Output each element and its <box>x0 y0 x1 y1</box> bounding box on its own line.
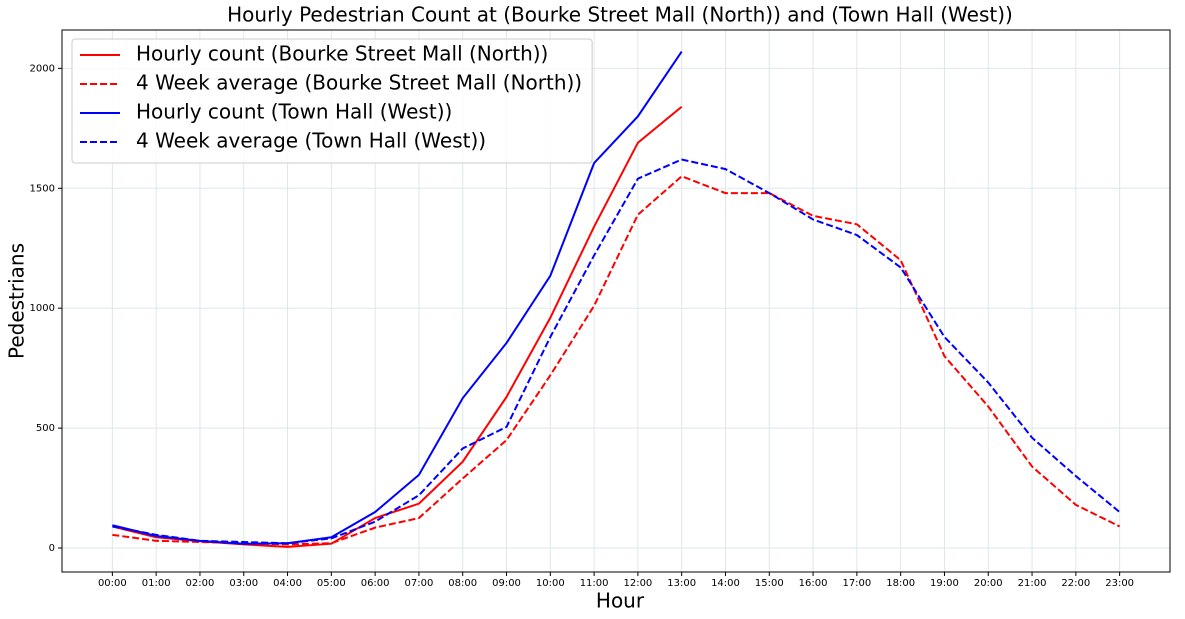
x-tick-label: 11:00 <box>580 578 609 589</box>
x-tick-label: 03:00 <box>229 578 258 589</box>
legend-label: 4 Week average (Bourke Street Mall (Nort… <box>136 71 582 95</box>
legend-label: 4 Week average (Town Hall (West)) <box>136 129 486 153</box>
x-axis-label: Hour <box>596 589 645 613</box>
x-tick-label: 04:00 <box>273 578 302 589</box>
series-line <box>112 175 1121 546</box>
x-tick-label: 07:00 <box>405 578 434 589</box>
x-tick-label: 23:00 <box>1105 578 1134 589</box>
y-axis-label: Pedestrians <box>5 243 29 359</box>
x-tick-label: 05:00 <box>317 578 346 589</box>
legend-label: Hourly count (Bourke Street Mall (North)… <box>136 42 548 66</box>
x-tick-label: 16:00 <box>799 578 828 589</box>
x-tick-label: 10:00 <box>536 578 565 589</box>
y-tick-label: 1500 <box>30 183 55 194</box>
x-tick-label: 22:00 <box>1061 578 1090 589</box>
x-tick-label: 13:00 <box>667 578 696 589</box>
legend-box <box>71 38 593 164</box>
x-tick-label: 21:00 <box>1018 578 1047 589</box>
y-tick-label: 0 <box>49 543 55 554</box>
x-tick-label: 09:00 <box>492 578 521 589</box>
x-tick-label: 17:00 <box>842 578 871 589</box>
y-tick-label: 500 <box>36 423 55 434</box>
x-tick-label: 19:00 <box>930 578 959 589</box>
x-tick-label: 20:00 <box>974 578 1003 589</box>
x-tick-label: 12:00 <box>623 578 652 589</box>
y-tick-label: 1000 <box>30 303 55 314</box>
legend: Hourly count (Bourke Street Mall (North)… <box>71 38 593 164</box>
y-tick-label: 2000 <box>30 63 55 74</box>
x-tick-label: 08:00 <box>448 578 477 589</box>
plot-frame <box>61 29 1171 573</box>
chart-title: Hourly Pedestrian Count at (Bourke Stree… <box>227 3 1013 27</box>
legend-label: Hourly count (Town Hall (West)) <box>136 100 452 124</box>
x-tick-label: 18:00 <box>886 578 915 589</box>
x-tick-label: 06:00 <box>361 578 390 589</box>
x-tick-label: 01:00 <box>142 578 171 589</box>
x-tick-label: 00:00 <box>98 578 127 589</box>
x-tick-label: 02:00 <box>186 578 215 589</box>
x-tick-label: 15:00 <box>755 578 784 589</box>
x-tick-label: 14:00 <box>711 578 740 589</box>
